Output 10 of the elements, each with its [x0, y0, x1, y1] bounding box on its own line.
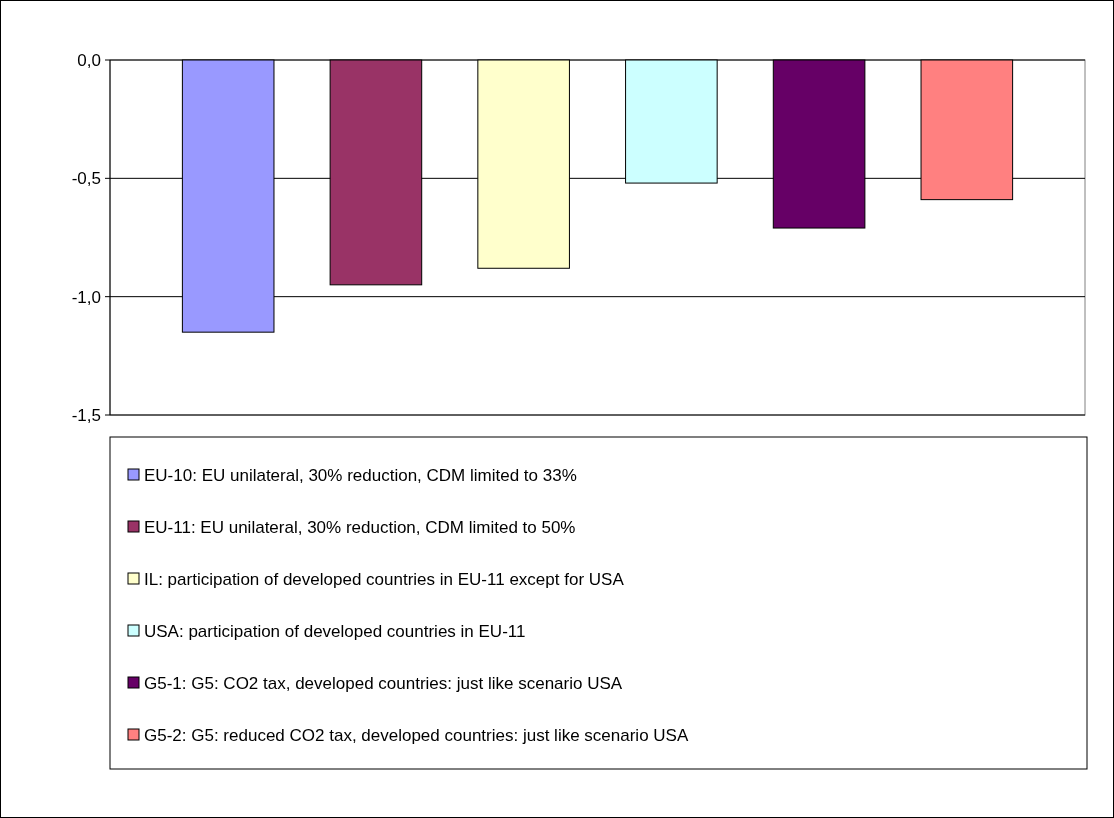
y-tick-label: -1,0: [71, 287, 101, 307]
y-tick-label: -1,5: [71, 405, 101, 425]
y-tick-label: -0,5: [71, 169, 101, 189]
legend-label: G5-1: G5: CO2 tax, developed countries: just like scenario USA: [144, 673, 623, 693]
legend-label: USA: participation of developed countries in EU-11: [144, 621, 526, 641]
legend-label: IL: participation of developed countries in EU-11 except for USA: [144, 569, 625, 589]
legend-label: G5-2: G5: reduced CO2 tax, developed countries: just like scenario USA: [144, 725, 689, 745]
legend-label: EU-10: EU unilateral, 30% reduction, CDM limited to 33%: [144, 465, 577, 485]
y-tick-label: 0,0: [77, 50, 101, 70]
legend-label: EU-11: EU unilateral, 30% reduction, CDM limited to 50%: [144, 517, 576, 537]
